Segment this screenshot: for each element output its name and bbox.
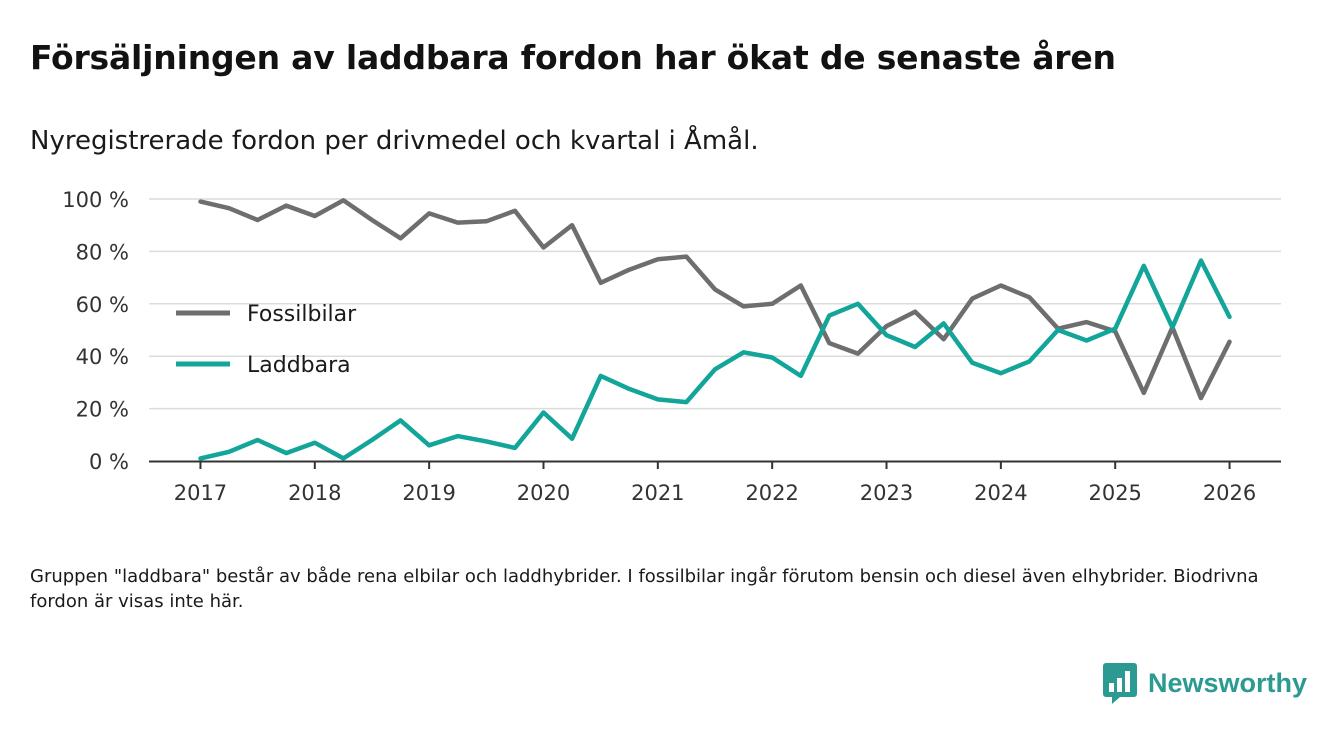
chart-subtitle: Nyregistrerade fordon per drivmedel och … — [30, 126, 759, 156]
brand-name: Newsworthy — [1148, 667, 1308, 698]
x-tick-label: 2023 — [860, 481, 913, 505]
series-line-laddbara — [198, 258, 1232, 461]
x-tick-label: 2020 — [517, 481, 570, 505]
y-tick-label: 20 % — [76, 398, 129, 422]
chart-title: Försäljningen av laddbara fordon har öka… — [30, 38, 1116, 77]
x-tick-label: 2024 — [974, 481, 1027, 505]
y-axis-tick-labels: 0 % 20 % 40 % 60 % 80 % 100 % — [62, 188, 129, 474]
y-tick-label: 0 % — [89, 450, 129, 474]
x-tick-label: 2022 — [745, 481, 798, 505]
x-axis-ticks: 2017 2018 2019 2020 2021 2022 2023 2024 2025 2026 — [174, 461, 1256, 505]
x-tick-label: 2019 — [402, 481, 455, 505]
y-tick-label: 40 % — [76, 345, 129, 369]
legend-label: Fossilbilar — [247, 302, 357, 327]
footnote: Gruppen "laddbara" består av både rena e… — [30, 566, 1259, 612]
legend-label: Laddbara — [247, 353, 351, 378]
brand-logo: Newsworthy — [1102, 661, 1307, 705]
y-tick-label: 100 % — [62, 188, 129, 212]
line-chart: 0 % 20 % 40 % 60 % 80 % 100 % 2017 2018 2019 202… — [62, 188, 1281, 505]
y-tick-label: 60 % — [76, 293, 129, 317]
x-tick-label: 2021 — [631, 481, 684, 505]
x-tick-label: 2018 — [288, 481, 341, 505]
x-tick-label: 2025 — [1088, 481, 1141, 505]
x-tick-label: 2026 — [1203, 481, 1256, 505]
bar-chart-logo-icon — [1103, 663, 1137, 704]
gridlines — [149, 198, 1281, 410]
legend: Fossilbilar Laddbara — [176, 302, 357, 378]
y-tick-label: 80 % — [76, 240, 129, 264]
data-series — [198, 198, 1232, 461]
x-tick-label: 2017 — [174, 481, 227, 505]
